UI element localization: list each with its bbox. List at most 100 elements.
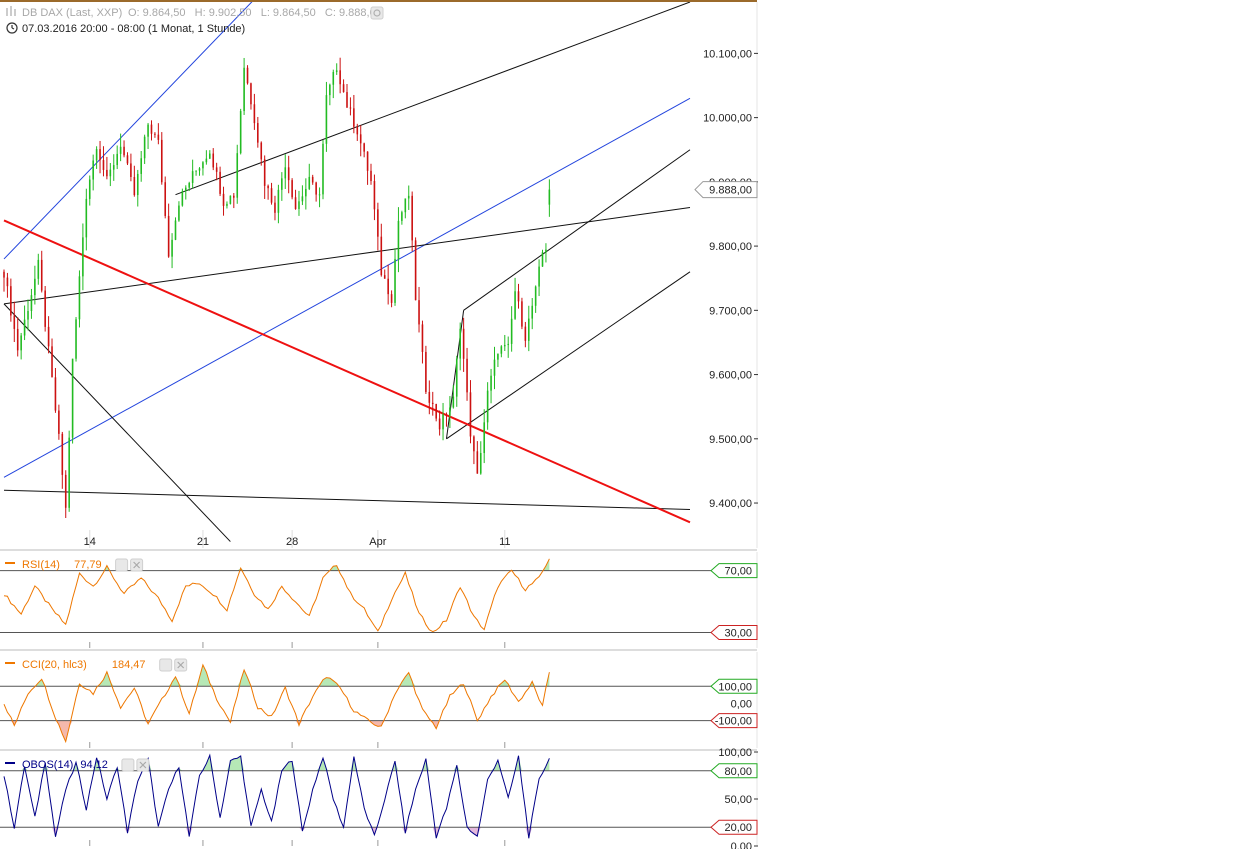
candle-body — [6, 277, 9, 287]
candle-body — [181, 191, 184, 206]
price-tick-label: 9.700,00 — [709, 305, 752, 317]
candle-body — [184, 187, 187, 192]
candle-body — [411, 195, 413, 241]
candle-body — [226, 203, 228, 206]
candle-body — [47, 326, 50, 347]
price-tick-label: 9.500,00 — [709, 434, 752, 446]
level-label: 80,00 — [724, 766, 752, 778]
close-glyph — [177, 661, 185, 669]
candle-body — [112, 165, 115, 170]
candle-body — [284, 167, 287, 179]
candle-body — [370, 170, 372, 182]
candle-body — [236, 153, 239, 198]
trendline-layer — [3, 2, 691, 542]
candle-body — [143, 136, 146, 159]
candle-body — [294, 197, 297, 209]
candle-body — [116, 153, 118, 166]
candle-body — [140, 158, 142, 174]
pane-tick-label: 100,00 — [718, 747, 752, 759]
level-badge — [710, 678, 758, 694]
candle-layer — [3, 57, 551, 519]
level-label: 20,00 — [724, 822, 752, 834]
indicator-settings-icon[interactable] — [115, 558, 129, 572]
candle-body — [23, 319, 26, 336]
indicator-value: 184,47 — [112, 659, 146, 671]
indicator-line — [3, 753, 550, 839]
legend-swatch — [5, 662, 15, 664]
clock-icon — [6, 22, 18, 34]
level-badge — [710, 819, 758, 835]
candle-body — [503, 345, 506, 347]
candle-body — [99, 149, 101, 161]
candle-body — [545, 249, 547, 253]
candle-body — [270, 188, 273, 203]
candle-body — [202, 162, 204, 169]
candle-body — [298, 201, 300, 209]
indicator-settings-icon[interactable] — [159, 658, 173, 672]
candle-body — [154, 133, 156, 135]
candle-body — [3, 271, 5, 278]
candle-body — [222, 193, 225, 206]
candle-body — [78, 276, 81, 320]
candle-body — [531, 305, 534, 319]
candle-body — [75, 319, 77, 359]
candle-body — [514, 291, 516, 319]
candle-body — [445, 414, 448, 416]
current-price-label: 9.888,00 — [709, 185, 752, 197]
time-tick-label: 28 — [286, 536, 298, 548]
candle-body — [229, 195, 232, 204]
candle-body — [401, 212, 403, 221]
candle-body — [534, 286, 537, 306]
candle-body — [353, 108, 355, 127]
candle-body — [497, 353, 499, 360]
candle-body — [257, 123, 259, 143]
candle-body — [85, 198, 88, 238]
candle-body — [219, 171, 221, 194]
level-badge — [710, 763, 758, 779]
candle-body — [157, 134, 160, 140]
candle-body — [20, 335, 22, 351]
level-badge — [710, 563, 758, 579]
price-tick-label: 10.000,00 — [703, 113, 752, 125]
candle-body — [209, 153, 211, 159]
level-badge — [710, 625, 758, 641]
candle-body — [10, 286, 12, 316]
candle-body — [88, 179, 91, 199]
cci-pane: 100,00 0,00 -100,00 CCI(20, hlc3) 184,47 — [0, 649, 758, 748]
indicator-value: 94,12 — [80, 759, 108, 771]
candle-body — [342, 84, 345, 93]
candle-body — [356, 126, 359, 135]
candle-body — [267, 185, 269, 189]
header-settings-icon[interactable] — [370, 6, 384, 20]
rsi-pane: 70,00 30,00 RSI(14) 77,79 — [0, 549, 758, 648]
close-glyph — [133, 561, 141, 569]
level-label: 0,00 — [731, 698, 752, 710]
candle-body — [16, 328, 19, 351]
obos-pane: 80,00 20,00 100,00 50,00 0,00 OBOS(14) 94,12 — [0, 747, 758, 849]
candle-body — [37, 259, 40, 279]
candle-body — [394, 258, 396, 303]
trendline-black-upper-fan — [175, 2, 691, 196]
candle-body — [335, 70, 338, 72]
candle-body — [212, 153, 215, 168]
candle-body — [287, 167, 290, 181]
candle-body — [123, 146, 125, 156]
candle-body — [150, 124, 153, 134]
candle-body — [64, 474, 67, 508]
chart-type-icon[interactable] — [6, 6, 16, 16]
candle-body — [71, 358, 74, 438]
candle-body — [233, 195, 235, 198]
trendline-black-descending — [3, 303, 231, 542]
candle-body — [30, 295, 33, 311]
candle-body — [469, 392, 472, 437]
price-axis: 9.400,00 9.500,00 9.600,00 9.700,00 9.800,00… — [694, 48, 758, 510]
candle-body — [479, 453, 482, 474]
indicator-settings-icon[interactable] — [121, 758, 135, 772]
date-range: 07.03.2016 20:00 - 08:00 (1 Monat, 1 Stu… — [22, 23, 245, 35]
candle-body — [366, 151, 369, 171]
trendline-red-downtrend — [3, 219, 691, 524]
instrument-title: DB DAX (Last, XXP) — [22, 7, 122, 19]
candle-body — [253, 104, 256, 124]
candle-body — [34, 278, 36, 296]
candle-body — [507, 343, 510, 346]
